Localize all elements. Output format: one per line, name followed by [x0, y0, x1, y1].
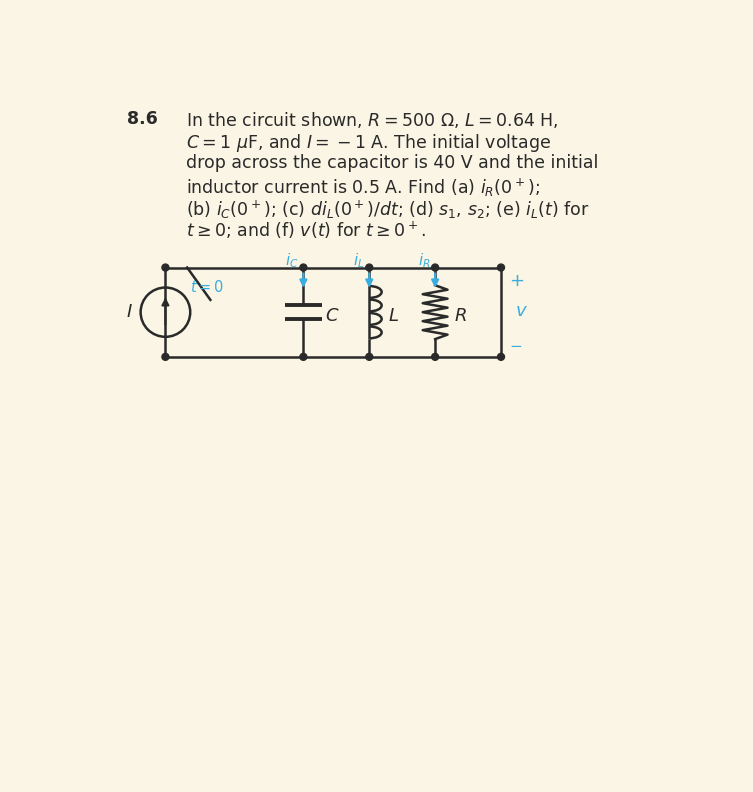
Circle shape: [366, 264, 373, 271]
Text: $I$: $I$: [126, 303, 133, 322]
Text: $L$: $L$: [388, 307, 399, 325]
Circle shape: [498, 264, 505, 271]
Circle shape: [162, 264, 169, 271]
Text: $+$: $+$: [509, 272, 524, 290]
Circle shape: [300, 353, 307, 360]
Text: $i_L$: $i_L$: [353, 251, 364, 270]
Text: $t \geq 0$; and (f) $v(t)$ for $t \geq 0^+$.: $t \geq 0$; and (f) $v(t)$ for $t \geq 0…: [185, 220, 425, 242]
Circle shape: [300, 264, 307, 271]
Text: $C = 1\ \mu\mathrm{F}$, and $I = -1$ A. The initial voltage: $C = 1\ \mu\mathrm{F}$, and $I = -1$ A. …: [185, 132, 550, 154]
Circle shape: [498, 353, 505, 360]
Text: $R$: $R$: [454, 307, 467, 325]
Circle shape: [366, 353, 373, 360]
Text: $i_R$: $i_R$: [418, 251, 431, 270]
Text: $i_C$: $i_C$: [285, 251, 299, 270]
Text: $t = 0$: $t = 0$: [191, 279, 224, 295]
Text: In the circuit shown, $R = 500\ \Omega$, $L = 0.64$ H,: In the circuit shown, $R = 500\ \Omega$,…: [185, 110, 558, 131]
Circle shape: [162, 353, 169, 360]
Text: (b) $i_C(0^+)$; (c) $di_L(0^+)/dt$; (d) $s_1$, $s_2$; (e) $i_L(t)$ for: (b) $i_C(0^+)$; (c) $di_L(0^+)/dt$; (d) …: [185, 198, 589, 220]
Text: $-$: $-$: [509, 337, 522, 352]
Text: $C$: $C$: [325, 307, 340, 325]
Circle shape: [431, 264, 438, 271]
Text: inductor current is 0.5 A. Find (a) $i_R(0^+)$;: inductor current is 0.5 A. Find (a) $i_R…: [185, 177, 539, 199]
Text: drop across the capacitor is 40 V and the initial: drop across the capacitor is 40 V and th…: [185, 154, 598, 173]
Circle shape: [431, 353, 438, 360]
Text: 8.6: 8.6: [127, 110, 157, 128]
Text: $v$: $v$: [515, 302, 528, 320]
